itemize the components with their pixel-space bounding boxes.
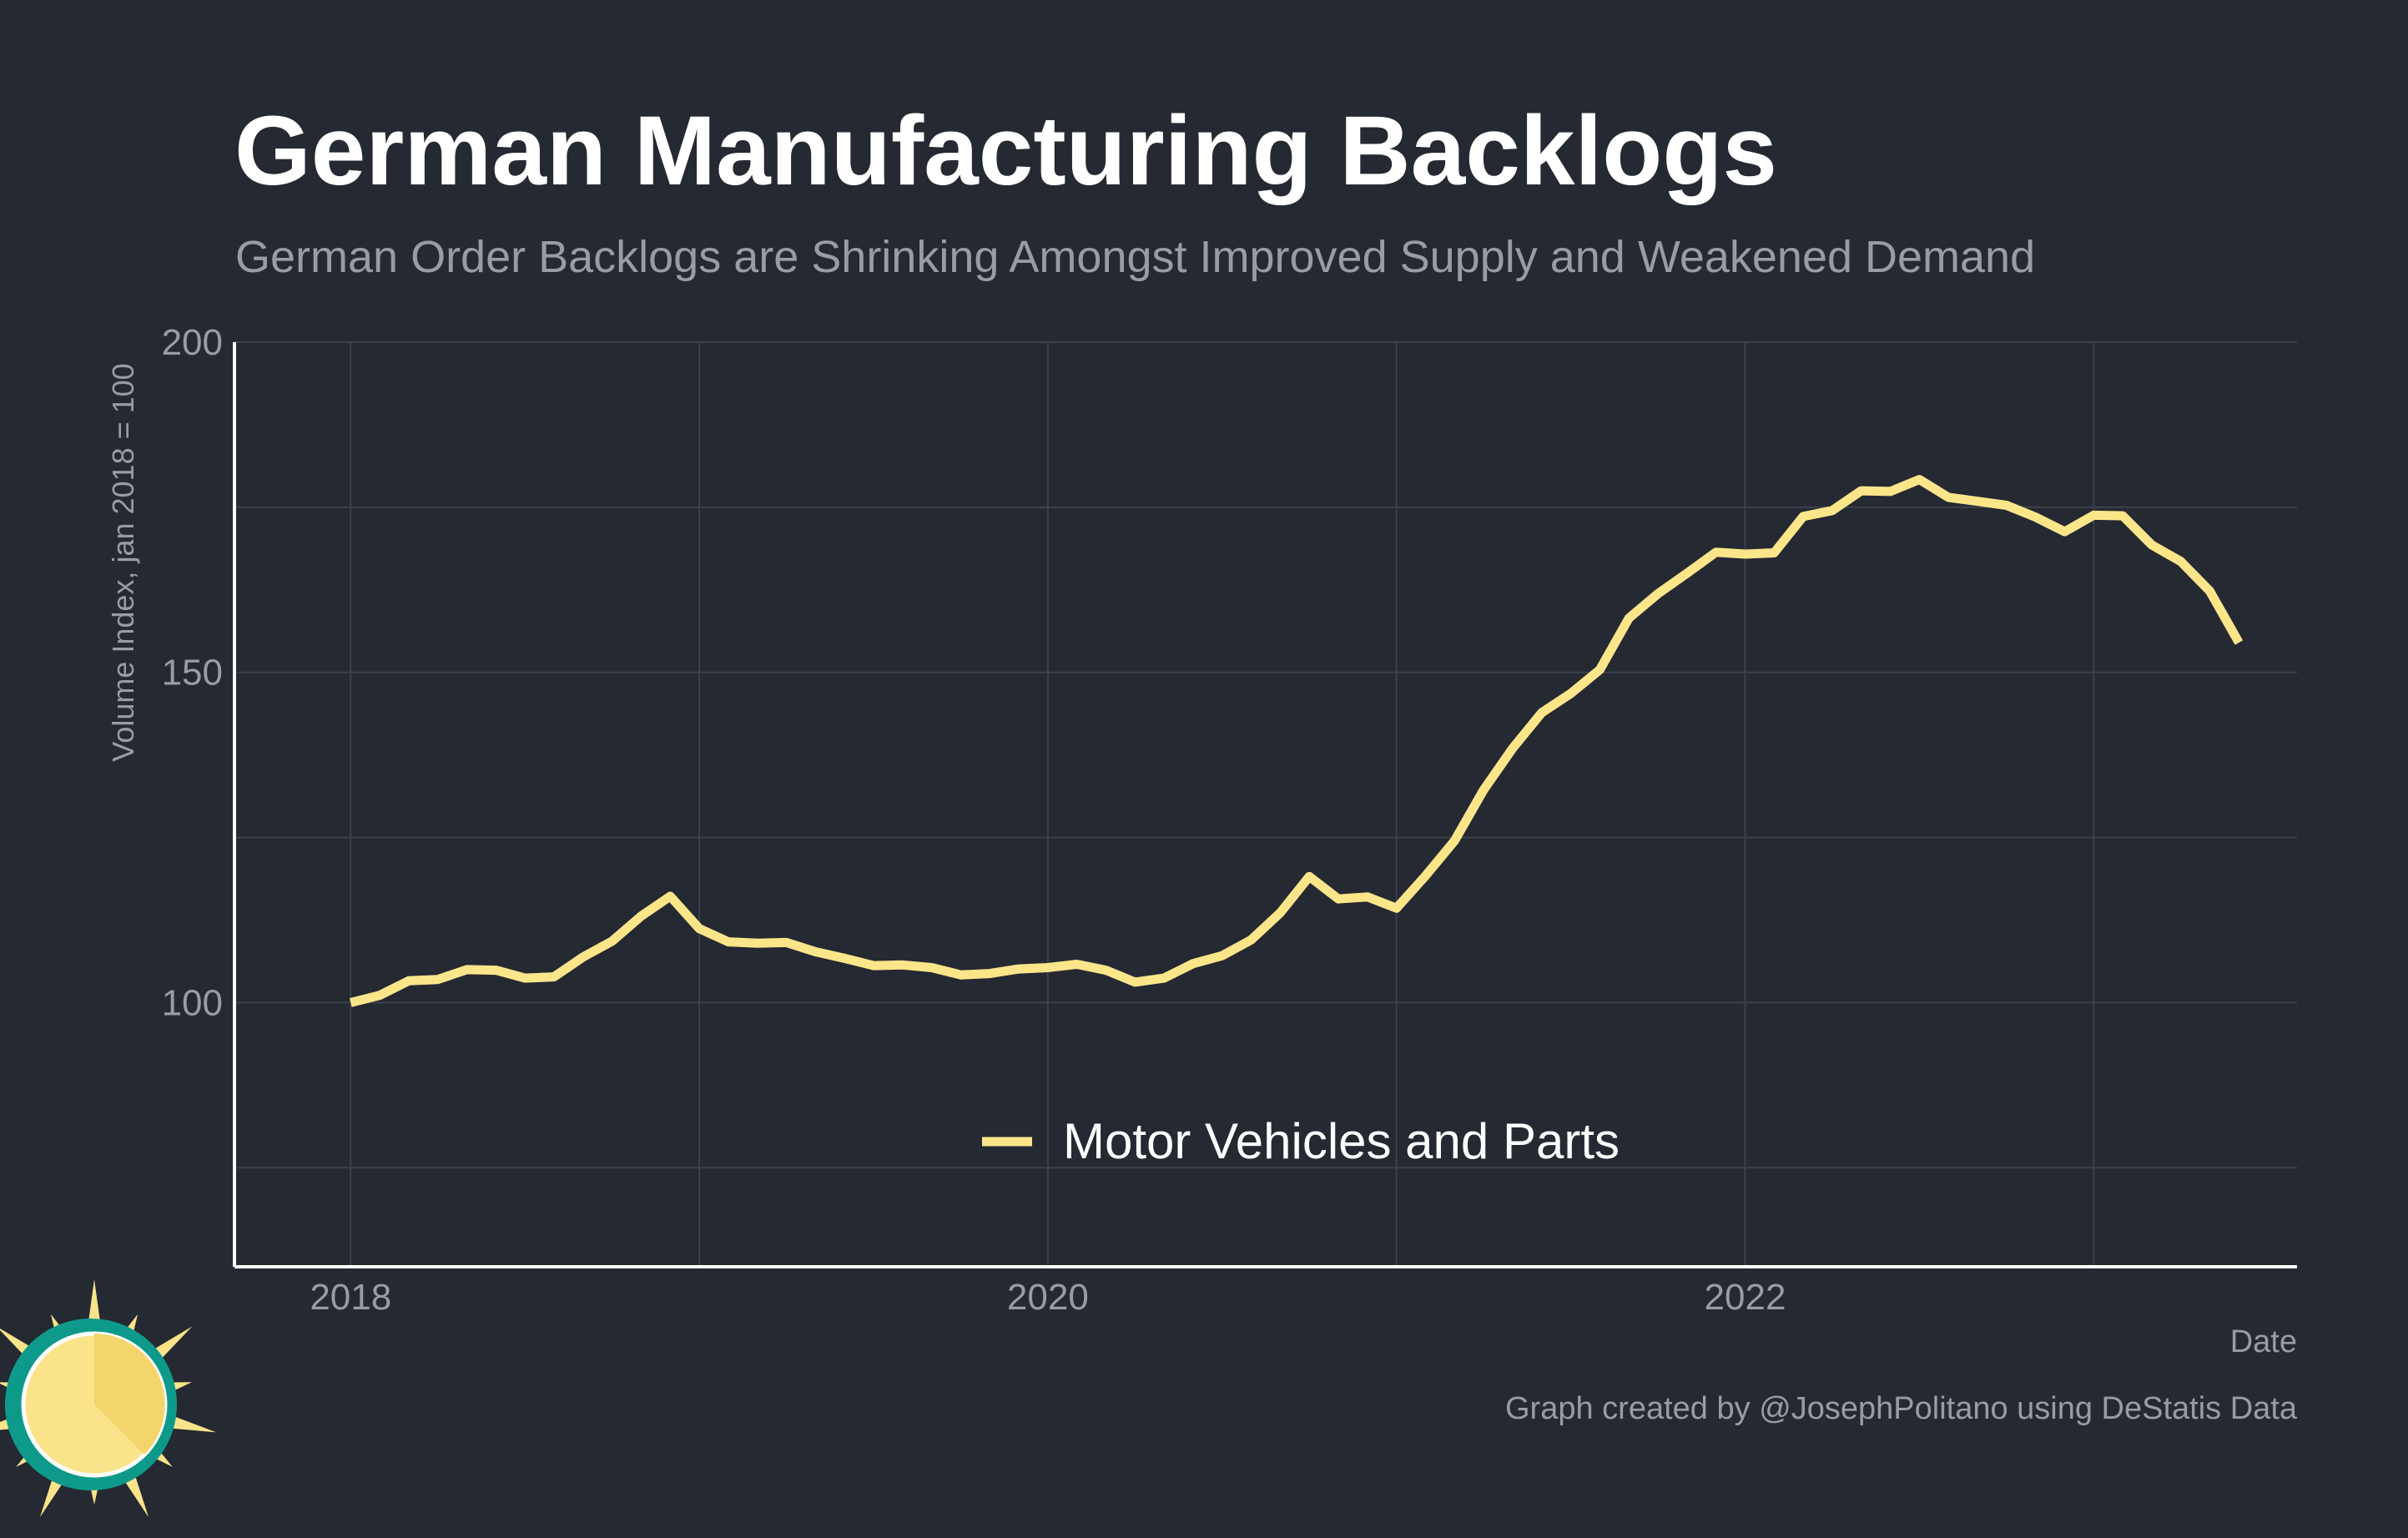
logo-sun-shade: [94, 1334, 165, 1455]
x-axis-ticks: 2018 2020 2022: [310, 1277, 1786, 1318]
chart-subtitle: German Order Backlogs are Shrinking Amon…: [235, 232, 2035, 282]
y-axis-ticks: 100 150 200: [162, 322, 223, 1023]
x-tick-label: 2022: [1705, 1277, 1786, 1318]
y-tick-label: 200: [162, 322, 223, 363]
y-tick-label: 100: [162, 982, 223, 1023]
series-line: [349, 475, 2244, 1007]
sun-logo-icon: [0, 1279, 217, 1518]
x-axis-title: Date: [2230, 1324, 2297, 1359]
grid-lines: [234, 341, 2297, 1267]
legend: Motor Vehicles and Parts: [982, 1113, 1620, 1169]
x-tick-label: 2018: [310, 1277, 391, 1318]
y-axis-title: Volume Index, jan 2018 = 100: [106, 363, 140, 761]
y-tick-label: 150: [162, 653, 223, 693]
axes: [233, 342, 2297, 1268]
data-series: [349, 475, 2244, 1007]
chart-title: German Manufacturing Backlogs: [234, 96, 1777, 206]
x-tick-label: 2020: [1007, 1277, 1089, 1318]
chart-caption: Graph created by @JosephPolitano using D…: [1505, 1391, 2298, 1426]
legend-label: Motor Vehicles and Parts: [1063, 1113, 1620, 1169]
